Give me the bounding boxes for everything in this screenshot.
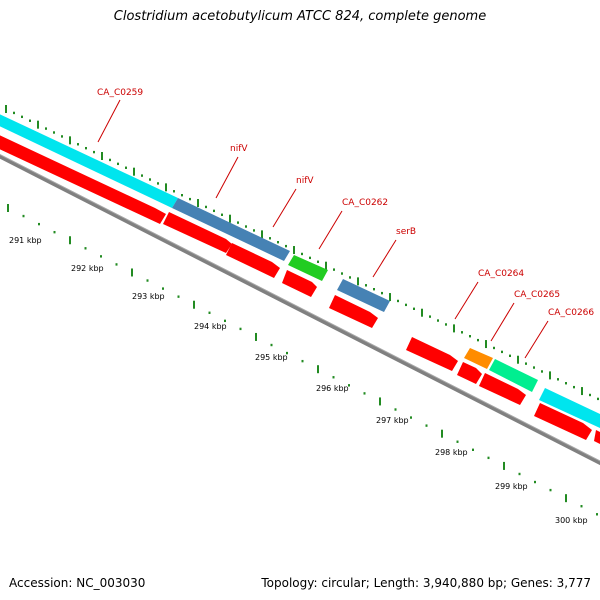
gene-label[interactable]: CA_C0259 <box>97 88 143 98</box>
cds-arrow[interactable] <box>594 430 600 444</box>
map-title: Clostridium acetobutylicum ATCC 824, com… <box>113 9 487 24</box>
scale-label: 299 kbp <box>495 482 528 491</box>
scale-label: 298 kbp <box>435 448 468 457</box>
gene-label[interactable]: CA_C0266 <box>548 308 594 318</box>
scale-label: 292 kbp <box>71 264 104 273</box>
gene-CA_C0262-block[interactable] <box>288 255 328 281</box>
gene-labels: CA_C0259 nifV nifV CA_C0262 serB CA_C0264 CA_C… <box>97 88 594 318</box>
label-leaders <box>97 99 549 359</box>
feature-right-block[interactable] <box>539 388 600 428</box>
genome-backbone <box>0 153 600 466</box>
scale-label: 300 kbp <box>555 516 588 525</box>
gene-CA_C0259-block[interactable] <box>0 112 178 208</box>
leader-line <box>454 281 479 320</box>
leader-line <box>97 99 121 143</box>
leader-line <box>372 239 397 278</box>
cds-arrow[interactable] <box>0 133 166 224</box>
scale-labels: 291 kbp 292 kbp 293 kbp 294 kbp 295 kbp 296 k… <box>9 236 588 525</box>
gene-label[interactable]: CA_C0265 <box>514 290 560 300</box>
scale-label: 293 kbp <box>132 292 165 301</box>
leader-line <box>318 210 343 250</box>
gene-CA_C0265-block[interactable] <box>464 348 493 369</box>
cds-arrow[interactable] <box>282 270 317 297</box>
gene-label[interactable]: serB <box>396 227 416 237</box>
cds-arrow[interactable] <box>534 403 592 440</box>
gene-label[interactable]: CA_C0264 <box>478 269 524 279</box>
tick-track-inner <box>7 204 598 516</box>
tick-track-outer <box>5 105 599 401</box>
cds-arrow[interactable] <box>406 337 458 371</box>
leader-line <box>490 302 515 342</box>
scale-label: 295 kbp <box>255 353 288 362</box>
leader-line <box>272 188 297 228</box>
cds-arrow[interactable] <box>457 362 482 384</box>
cds-arrow[interactable] <box>479 373 526 405</box>
gene-label[interactable]: nifV <box>296 176 314 186</box>
scale-label: 291 kbp <box>9 236 42 245</box>
cds-arrow[interactable] <box>226 243 280 278</box>
cds-track <box>0 133 600 444</box>
leader-line <box>524 320 549 359</box>
genome-summary-text: Topology: circular; Length: 3,940,880 bp… <box>261 576 591 590</box>
gene-nifV-1-block[interactable] <box>172 198 290 261</box>
feature-track-outer <box>0 112 600 428</box>
scale-label: 294 kbp <box>194 322 227 331</box>
gene-label[interactable]: nifV <box>230 144 248 154</box>
gene-label[interactable]: CA_C0262 <box>342 198 388 208</box>
gene-serB-block[interactable] <box>337 279 390 312</box>
scale-label: 297 kbp <box>376 416 409 425</box>
scale-label: 296 kbp <box>316 384 349 393</box>
gene-CA_C0266-block[interactable] <box>489 359 538 392</box>
leader-line <box>215 156 239 199</box>
cds-arrow[interactable] <box>329 295 378 328</box>
accession-text: Accession: NC_003030 <box>9 576 146 590</box>
cds-arrow[interactable] <box>163 212 232 253</box>
